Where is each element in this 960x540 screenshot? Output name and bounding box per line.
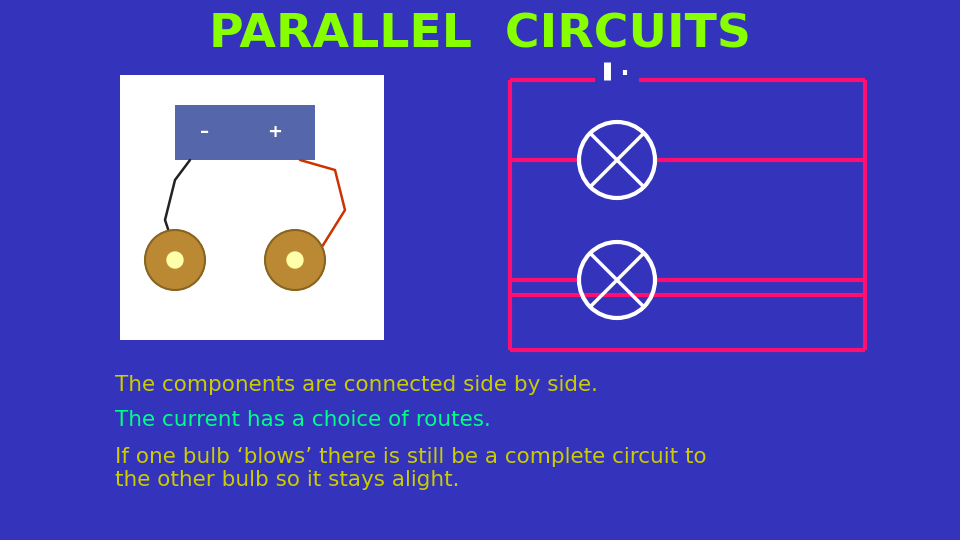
Bar <box>175 105 315 160</box>
Circle shape <box>145 230 205 290</box>
Text: The components are connected side by side.: The components are connected side by sid… <box>115 375 598 395</box>
Circle shape <box>265 230 325 290</box>
Text: +: + <box>268 123 282 141</box>
Circle shape <box>167 252 183 268</box>
Text: PARALLEL  CIRCUITS: PARALLEL CIRCUITS <box>209 12 751 57</box>
Text: If one bulb ‘blows’ there is still be a complete circuit to
the other bulb so it: If one bulb ‘blows’ there is still be a … <box>115 447 707 490</box>
Text: The current has a choice of routes.: The current has a choice of routes. <box>115 410 491 430</box>
Circle shape <box>287 252 303 268</box>
Bar <box>120 75 384 340</box>
Text: –: – <box>201 123 209 141</box>
